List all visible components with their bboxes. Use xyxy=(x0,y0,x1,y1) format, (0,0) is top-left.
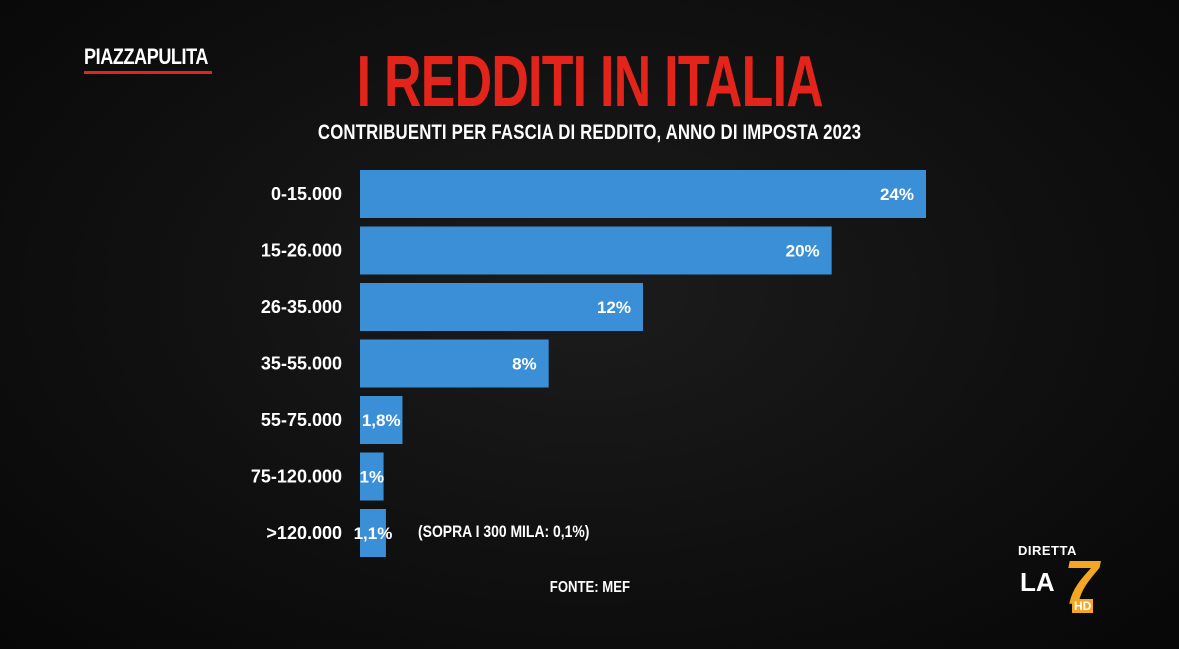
chart-subtitle-text: CONTRIBUENTI PER FASCIA DI REDDITO, ANNO… xyxy=(317,121,862,144)
category-label-2: 26-35.000 xyxy=(261,297,342,317)
chart-annotation: (SOPRA I 300 MILA: 0,1%) xyxy=(418,522,590,541)
value-label-1: 20% xyxy=(786,242,820,261)
value-label-2: 12% xyxy=(597,298,631,317)
chart-source-text: FONTE: MEF xyxy=(549,579,630,596)
logo-underline xyxy=(84,71,212,74)
bar-6 xyxy=(360,509,386,557)
category-label-6: >120.000 xyxy=(266,523,342,543)
category-label-4: 55-75.000 xyxy=(261,410,342,430)
category-label-0: 0-15.000 xyxy=(271,184,342,204)
bar-1 xyxy=(360,226,832,275)
logo-part-2: PULITA xyxy=(146,44,209,69)
value-label-4: 1,8% xyxy=(362,411,401,430)
bar-3 xyxy=(360,339,549,388)
bar-4 xyxy=(360,396,403,444)
live-label: DIRETTA xyxy=(1018,543,1077,558)
logo-part-1: PIAZZA xyxy=(84,44,147,69)
piazzapulita-logo: PIAZZAPULITA xyxy=(84,44,208,70)
chart-subtitle: CONTRIBUENTI PER FASCIA DI REDDITO, ANNO… xyxy=(0,121,1179,145)
chart-source: FONTE: MEF xyxy=(0,579,1179,597)
bar-5 xyxy=(360,452,384,501)
category-label-5: 75-120.000 xyxy=(251,467,342,487)
channel-name: LA xyxy=(1020,567,1055,597)
la7-channel-logo: DIRETTA 7 LA HD xyxy=(1018,543,1110,619)
chart-title: I REDDITI IN ITALIA xyxy=(0,42,1179,122)
bar-2 xyxy=(360,283,643,331)
hd-badge: HD xyxy=(1072,599,1094,613)
value-label-6: 1,1% xyxy=(354,524,393,543)
chart-title-text: I REDDITI IN ITALIA xyxy=(356,42,823,122)
category-label-1: 15-26.000 xyxy=(261,241,342,261)
value-label-0: 24% xyxy=(880,185,914,204)
value-label-5: 1% xyxy=(360,468,385,487)
category-label-3: 35-55.000 xyxy=(261,354,342,374)
value-label-3: 8% xyxy=(512,355,537,374)
bar-0 xyxy=(360,170,926,218)
